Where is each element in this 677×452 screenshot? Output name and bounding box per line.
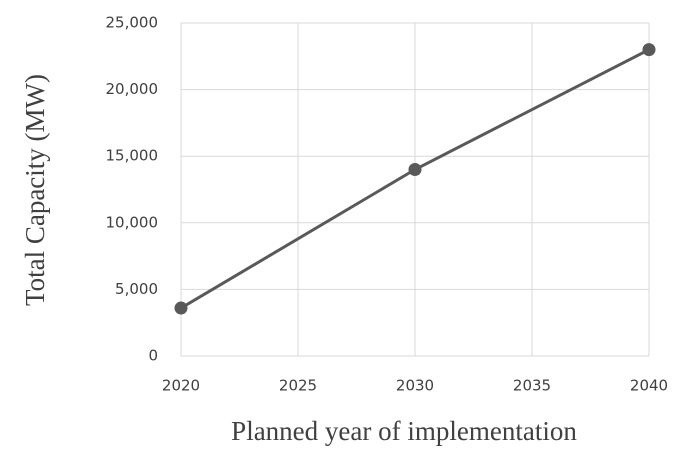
x-tick-label: 2025 [279,377,317,395]
y-tick-label: 0 [148,347,158,365]
y-axis-title: Total Capacity (MW) [20,74,50,306]
data-point [408,163,422,177]
data-point [642,43,656,57]
x-tick-label: 2035 [513,377,551,395]
x-tick-label: 2020 [162,377,200,395]
x-axis-title: Planned year of implementation [231,416,577,446]
data-point [174,301,188,315]
y-tick-label: 10,000 [106,213,159,231]
x-tick-label: 2030 [396,377,434,395]
y-tick-label: 20,000 [106,80,159,98]
y-tick-label: 5,000 [115,280,158,298]
x-tick-label: 2040 [630,377,668,395]
y-tick-label: 25,000 [106,14,159,32]
y-tick-label: 15,000 [106,147,159,165]
